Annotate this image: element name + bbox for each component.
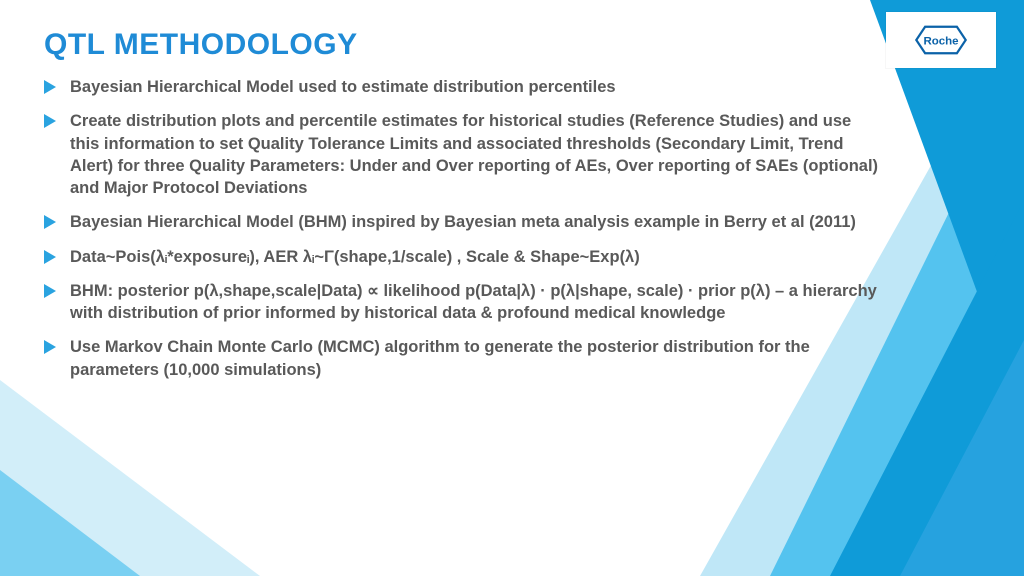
bullet-item: Bayesian Hierarchical Model used to esti… [44,76,884,98]
logo-text: Roche [923,35,958,47]
slide-title: QTL METHODOLOGY [44,28,884,62]
bullet-list: Bayesian Hierarchical Model used to esti… [44,76,884,381]
bullet-item: Create distribution plots and percentile… [44,110,884,199]
bullet-item: Bayesian Hierarchical Model (BHM) inspir… [44,211,884,233]
roche-logo: Roche [886,12,996,68]
bullet-item: Use Markov Chain Monte Carlo (MCMC) algo… [44,336,884,381]
bullet-item: BHM: posterior p(λ,shape,scale|Data) ∝ l… [44,280,884,325]
bullet-item: Data~Pois(λᵢ*exposureᵢ), AER λᵢ~Γ(shape,… [44,246,884,268]
